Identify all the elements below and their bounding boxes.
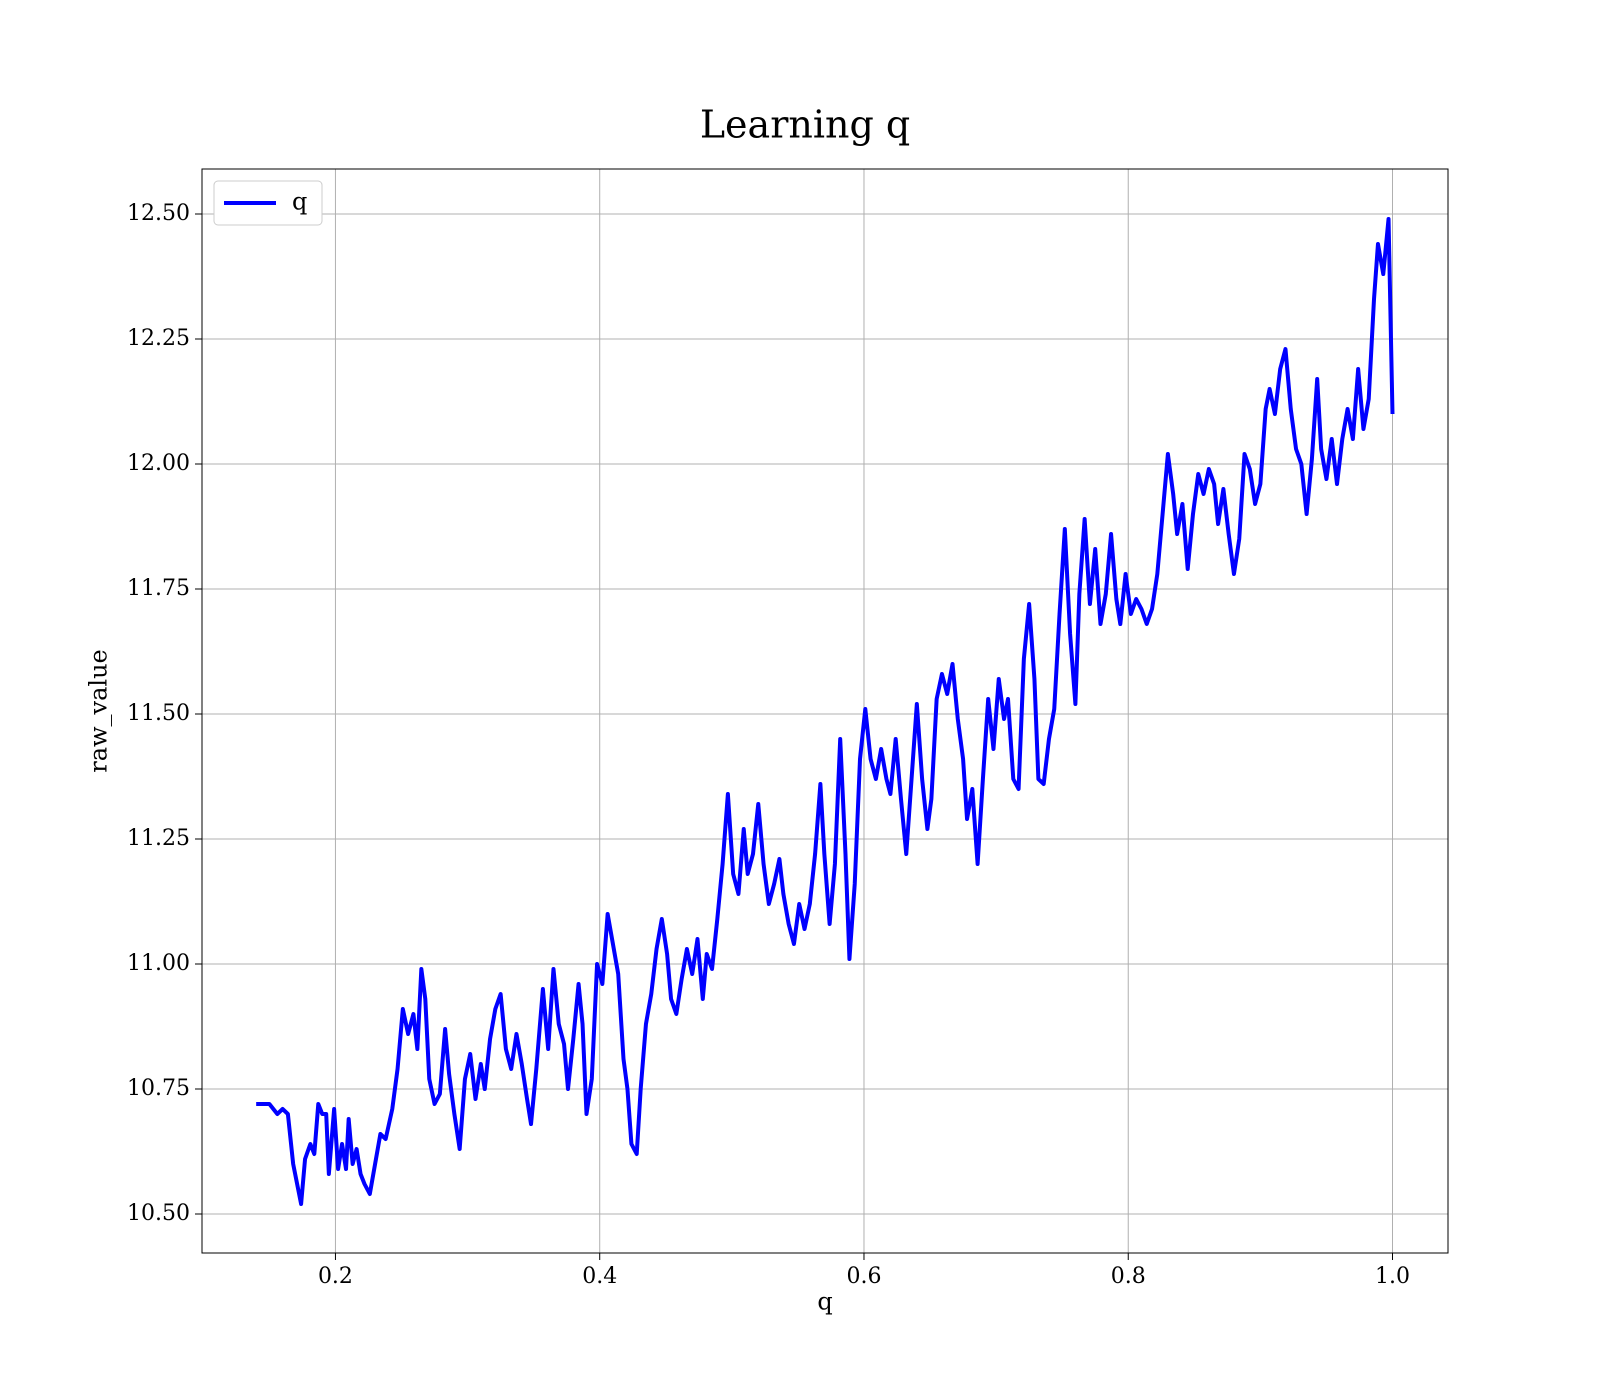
legend: q [213,180,323,226]
y-tick-label: 11.75 [127,576,190,601]
y-tick-label: 11.00 [127,951,190,976]
y-tick-label: 10.50 [127,1201,190,1226]
legend-label: q [292,188,307,216]
chart-title: Learning q [700,103,910,147]
x-tick-label: 1.0 [1375,1264,1410,1289]
x-tick-label: 0.4 [582,1264,617,1289]
data-line [256,217,1395,1206]
x-tick-label: 0.8 [1111,1264,1146,1289]
y-tick-label: 12.00 [127,451,190,476]
plot-frame [201,168,1449,1254]
x-axis-label: q [817,1288,832,1316]
y-tick-label: 12.25 [127,326,190,351]
y-tick-label: 11.50 [127,701,190,726]
x-tick-label: 0.2 [318,1264,353,1289]
y-tick-label: 12.50 [127,201,190,226]
x-tick-label: 0.6 [846,1264,881,1289]
y-tick-label: 10.75 [127,1076,190,1101]
y-tick-label: 11.25 [127,826,190,851]
y-axis-label: raw_value [85,649,113,773]
